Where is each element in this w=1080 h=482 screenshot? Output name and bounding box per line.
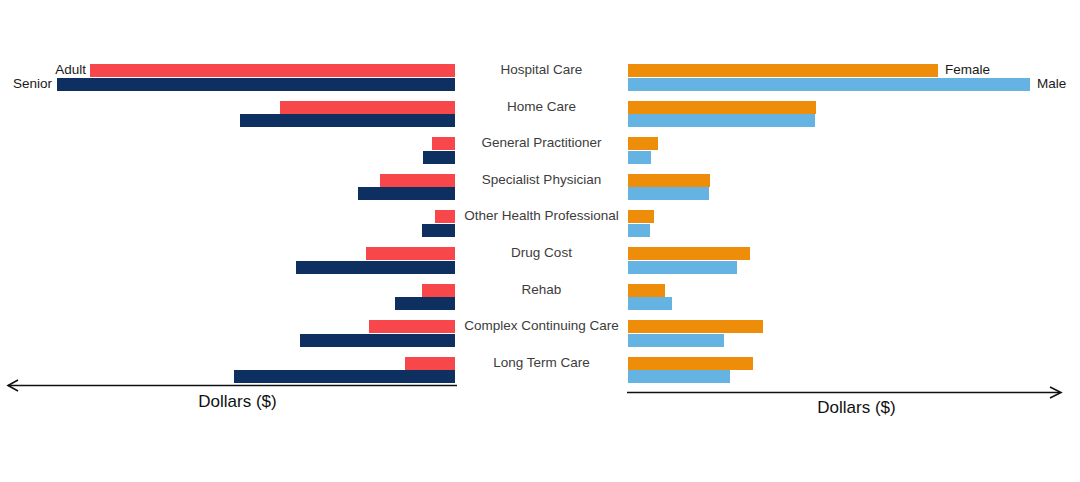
bar-male-other-health-professional — [628, 224, 650, 237]
bar-adult-other-health-professional — [435, 210, 455, 223]
bar-female-hospital-care — [628, 64, 938, 77]
bar-female-home-care — [628, 101, 816, 114]
bar-senior-home-care — [240, 114, 455, 127]
diverging-bar-chart: Hospital Care Home Care General Practition… — [0, 0, 1080, 482]
bar-adult-complex-continuing-care — [369, 320, 455, 333]
bar-adult-home-care — [280, 101, 455, 114]
bar-senior-general-practitioner — [423, 151, 455, 164]
category-label-other-health-professional: Other Health Professional — [455, 208, 628, 224]
category-label-hospital-care: Hospital Care — [455, 62, 628, 78]
category-label-long-term-care: Long Term Care — [455, 355, 628, 371]
bar-male-long-term-care — [628, 370, 730, 383]
bar-adult-rehab — [422, 284, 455, 297]
bar-adult-specialist-physician — [380, 174, 455, 187]
series-label-male: Male — [1037, 76, 1066, 92]
bar-female-long-term-care — [628, 357, 753, 370]
category-label-drug-cost: Drug Cost — [455, 245, 628, 261]
bar-adult-general-practitioner — [432, 137, 455, 150]
bar-adult-hospital-care — [90, 64, 455, 77]
bar-male-home-care — [628, 114, 815, 127]
bar-female-general-practitioner — [628, 137, 658, 150]
series-label-adult: Adult — [55, 62, 86, 78]
bar-senior-other-health-professional — [422, 224, 455, 237]
category-label-rehab: Rehab — [455, 282, 628, 298]
bar-senior-rehab — [395, 297, 455, 310]
bar-female-other-health-professional — [628, 210, 654, 223]
bar-senior-complex-continuing-care — [300, 334, 455, 347]
category-label-general-practitioner: General Practitioner — [455, 135, 628, 151]
series-label-senior: Senior — [13, 76, 52, 92]
bar-male-specialist-physician — [628, 187, 709, 200]
bar-senior-hospital-care — [57, 78, 455, 91]
category-label-home-care: Home Care — [455, 99, 628, 115]
bar-male-rehab — [628, 297, 672, 310]
bar-female-complex-continuing-care — [628, 320, 763, 333]
bar-senior-specialist-physician — [358, 187, 455, 200]
bar-female-drug-cost — [628, 247, 750, 260]
category-label-complex-continuing-care: Complex Continuing Care — [455, 318, 628, 334]
series-label-female: Female — [945, 62, 990, 78]
bar-senior-drug-cost — [296, 261, 455, 274]
left-axis-title: Dollars ($) — [20, 392, 455, 412]
bar-adult-long-term-care — [405, 357, 455, 370]
bar-male-general-practitioner — [628, 151, 651, 164]
bar-female-specialist-physician — [628, 174, 710, 187]
bar-female-rehab — [628, 284, 665, 297]
bar-male-hospital-care — [628, 78, 1030, 91]
right-axis-title: Dollars ($) — [640, 398, 1073, 418]
category-label-specialist-physician: Specialist Physician — [455, 172, 628, 188]
bar-male-drug-cost — [628, 261, 737, 274]
bar-male-complex-continuing-care — [628, 334, 724, 347]
bar-adult-drug-cost — [366, 247, 455, 260]
